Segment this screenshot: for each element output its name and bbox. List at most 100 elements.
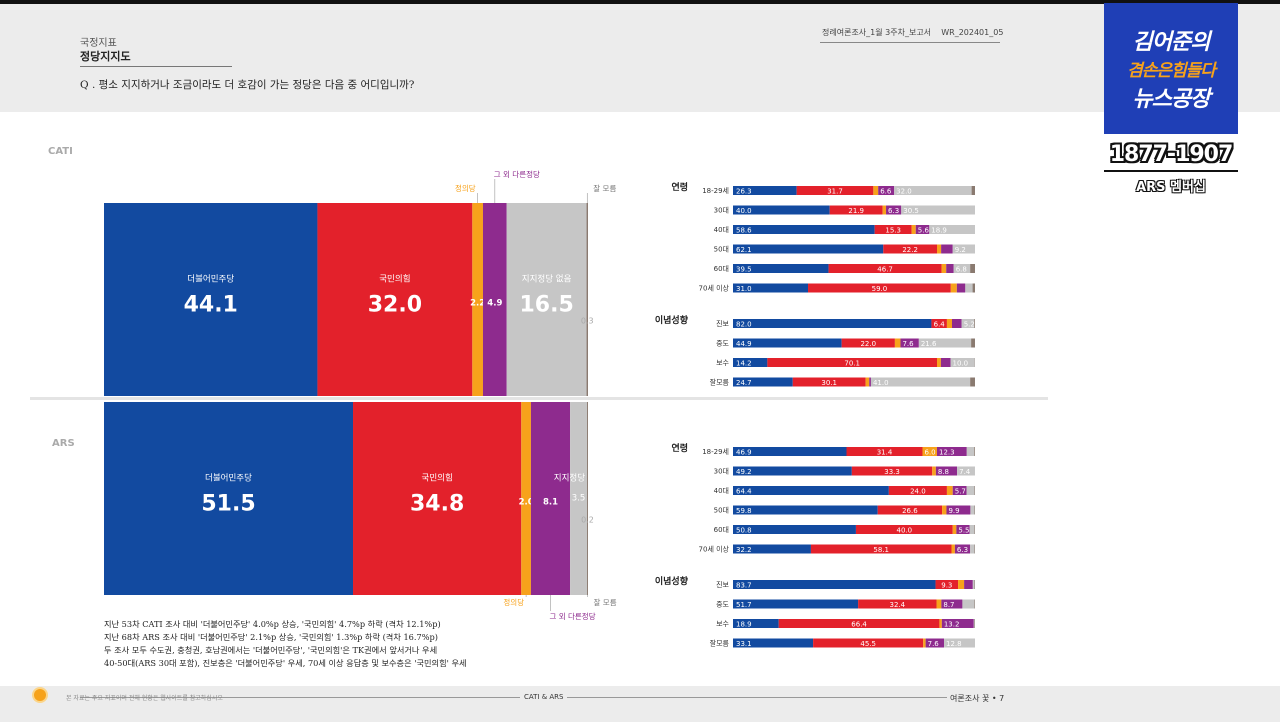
segment-callout-label: 잘 모름 xyxy=(593,184,616,193)
row-value-label: 26.3 xyxy=(736,188,752,196)
row-segment xyxy=(935,466,958,476)
row-segment xyxy=(958,580,965,589)
row-value-label: 33.3 xyxy=(884,468,900,476)
row-value-label: 9.2 xyxy=(955,246,966,254)
segment-value-label: 34.8 xyxy=(410,492,464,517)
segment-value-label: 16.5 xyxy=(519,293,573,318)
page-title: 정당지지도 xyxy=(80,50,131,63)
row-segment xyxy=(962,599,975,609)
row-value-label: 31.4 xyxy=(877,449,893,457)
logo-line-1: 김어준의 xyxy=(1132,30,1211,55)
row-segment xyxy=(942,505,947,515)
row-value-label: 24.7 xyxy=(736,379,752,387)
note-line: 40-50대(ARS 30대 포함), 진보층은 '더불어민주당' 우세, 70… xyxy=(104,658,467,668)
bar-segment xyxy=(586,203,588,396)
row-segment xyxy=(972,283,975,293)
row-segment xyxy=(973,619,975,628)
row-segment xyxy=(918,338,972,348)
bar-segment xyxy=(530,402,571,595)
group-title: 연령 xyxy=(671,442,688,454)
row-segment xyxy=(901,205,975,215)
row-label: 40대 xyxy=(714,226,729,234)
segment-value-label: 0.2 xyxy=(581,516,594,525)
row-value-label: 40.0 xyxy=(736,207,752,215)
row-value-label: 83.7 xyxy=(736,582,752,590)
row-value-label: 9.9 xyxy=(948,507,959,515)
row-segment xyxy=(923,638,926,648)
row-segment xyxy=(810,544,952,554)
row-value-label: 12.3 xyxy=(939,449,955,457)
row-value-label: 31.0 xyxy=(736,285,752,293)
row-segment xyxy=(733,264,829,273)
row-value-label: 51.7 xyxy=(736,601,752,609)
group-title: 이념성향 xyxy=(655,314,689,326)
row-label: 18-29세 xyxy=(702,186,729,195)
row-value-label: 41.0 xyxy=(873,379,889,387)
bar-segment xyxy=(570,402,588,595)
row-segment xyxy=(911,225,916,234)
bar-segment xyxy=(521,402,531,595)
row-value-label: 6.6 xyxy=(880,188,892,196)
section-divider xyxy=(30,397,1048,400)
row-value-label: 59.8 xyxy=(736,507,752,515)
row-value-label: 32.4 xyxy=(890,601,906,609)
section-label-ars: ARS xyxy=(52,438,75,449)
segment-callout-label: 잘 모름 xyxy=(594,598,617,607)
row-segment xyxy=(733,377,793,387)
row-segment xyxy=(733,505,878,515)
row-segment xyxy=(944,638,975,648)
row-value-label: 5.6 xyxy=(918,227,930,235)
row-value-label: 58.1 xyxy=(873,546,889,554)
row-value-label: 49.2 xyxy=(736,468,752,476)
row-segment xyxy=(792,377,866,387)
row-segment xyxy=(915,225,930,234)
row-segment xyxy=(952,319,962,328)
row-segment xyxy=(828,264,942,273)
row-segment xyxy=(950,283,957,293)
row-segment xyxy=(936,599,942,609)
row-segment xyxy=(932,466,936,476)
row-segment xyxy=(961,319,975,328)
row-segment xyxy=(733,358,768,367)
row-value-label: 58.6 xyxy=(736,227,752,235)
summary-notes: 지난 53차 CATI 조사 대비 '더불어민주당' 4.0%p 상승, '국민… xyxy=(104,618,467,670)
row-segment xyxy=(808,283,951,293)
row-segment xyxy=(813,638,924,648)
row-value-label: 22.2 xyxy=(902,246,918,254)
row-segment xyxy=(970,264,975,273)
segment-callout-label: 정의당 xyxy=(503,597,524,607)
bar-segment xyxy=(317,203,473,396)
row-segment xyxy=(957,466,975,476)
doc-title: 정례여론조사_1월 3주차_보고서 xyxy=(822,28,932,37)
row-segment xyxy=(870,377,971,387)
row-value-label: 12.8 xyxy=(946,640,962,648)
row-value-label: 6.0 xyxy=(924,449,935,457)
row-value-label: 9.3 xyxy=(941,582,952,590)
row-label: 중도 xyxy=(716,340,729,348)
row-value-label: 7.6 xyxy=(928,640,940,648)
segment-callout-label: 정의당 xyxy=(455,183,476,193)
row-segment xyxy=(796,186,874,195)
row-segment xyxy=(882,205,887,215)
row-value-label: 5.5 xyxy=(958,527,969,535)
page-header: 국정지표 정당지지도 Q . 평소 지지하거나 조금이라도 더 호감이 가는 정… xyxy=(0,4,1280,112)
row-segment xyxy=(941,599,963,609)
title-underline xyxy=(80,66,232,67)
bar-segment xyxy=(472,203,483,396)
row-segment xyxy=(886,205,902,215)
row-value-label: 46.7 xyxy=(877,266,893,274)
row-segment xyxy=(888,486,947,495)
row-segment xyxy=(970,544,975,554)
row-label: 70세 이상 xyxy=(699,284,730,293)
row-value-label: 5.2 xyxy=(964,321,975,329)
row-segment xyxy=(952,486,967,495)
row-value-label: 40.0 xyxy=(897,527,913,535)
doc-info-underline xyxy=(820,42,1000,43)
section-label-cati: CATI xyxy=(48,146,73,157)
row-segment xyxy=(939,619,942,628)
row-segment xyxy=(733,225,875,234)
row-value-label: 33.1 xyxy=(736,640,752,648)
row-segment xyxy=(733,544,811,554)
row-value-label: 45.5 xyxy=(860,640,876,648)
row-segment xyxy=(733,599,859,609)
